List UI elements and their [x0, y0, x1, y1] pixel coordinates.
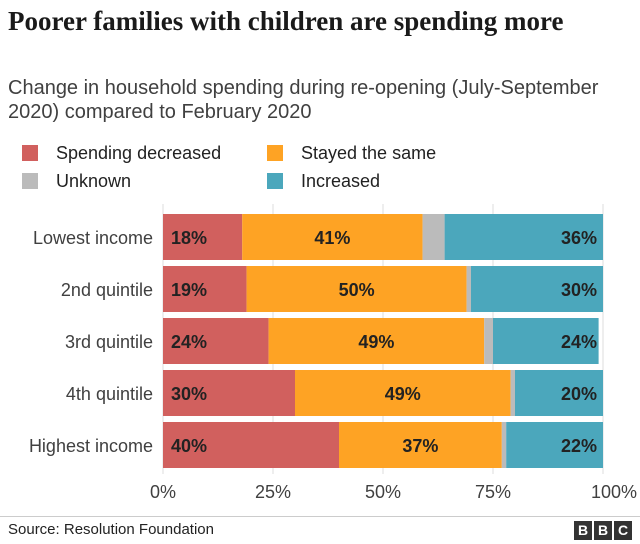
bar-segment [493, 318, 599, 364]
category-label: 4th quintile [66, 384, 153, 404]
category-label: Lowest income [33, 228, 153, 248]
data-label: 49% [358, 332, 394, 352]
bar-segment [163, 214, 243, 260]
legend-swatch-increased [267, 173, 283, 189]
bar-segment [466, 266, 471, 312]
bar-segment [295, 370, 511, 416]
x-tick-label: 25% [255, 482, 291, 502]
bar-segment [242, 214, 423, 260]
bar-segment [422, 214, 445, 260]
data-label: 24% [561, 332, 597, 352]
data-label: 49% [385, 384, 421, 404]
chart-subtitle: Change in household spending during re-o… [8, 77, 599, 123]
legend-swatch-unknown [22, 173, 38, 189]
legend-item-unknown: Unknown [22, 170, 131, 192]
x-tick-label: 75% [475, 482, 511, 502]
data-label: 19% [171, 280, 207, 300]
legend-label-same: Stayed the same [301, 142, 437, 163]
source-note: Source: Resolution Foundation [8, 521, 214, 538]
data-label: 40% [171, 436, 207, 456]
x-tick-label: 50% [365, 482, 401, 502]
legend-label-unknown: Unknown [56, 170, 132, 191]
category-label: 3rd quintile [65, 332, 153, 352]
data-label: 20% [561, 384, 597, 404]
data-label: 18% [171, 228, 207, 248]
x-tick-label: 100% [591, 482, 637, 502]
bar-segment [163, 318, 269, 364]
data-label: 30% [171, 384, 207, 404]
bar-segment [501, 422, 507, 468]
chart-title: Poorer families with children are spendi… [8, 6, 564, 36]
footer-divider [0, 516, 640, 517]
data-label: 22% [561, 436, 597, 456]
bar-segment [506, 422, 603, 468]
bar-segment [268, 318, 485, 364]
legend-label-increased: Increased [301, 170, 381, 191]
data-label: 30% [561, 280, 597, 300]
bbc-logo-letter: C [614, 521, 632, 540]
bar-segment [471, 266, 603, 312]
category-label: Highest income [29, 436, 153, 456]
data-label: 50% [339, 280, 375, 300]
legend-item-same: Stayed the same [267, 142, 436, 164]
legend-label-decreased: Spending decreased [56, 142, 222, 163]
data-label: 36% [561, 228, 597, 248]
bar-segment [510, 370, 515, 416]
bar-segment [484, 318, 493, 364]
legend-item-decreased: Spending decreased [22, 142, 221, 164]
bbc-logo-letter: B [594, 521, 612, 540]
x-tick-label: 0% [150, 482, 176, 502]
legend-swatch-same [267, 145, 283, 161]
bar-segment [163, 422, 339, 468]
bar-segment [163, 370, 295, 416]
legend-swatch-decreased [22, 145, 38, 161]
bar-segment [163, 266, 247, 312]
data-label: 24% [171, 332, 207, 352]
bar-segment [444, 214, 603, 260]
category-label: 2nd quintile [61, 280, 153, 300]
stacked-bar-chart: Lowest income 18% 41% 36% 2nd quintile 19% 50%… [29, 204, 637, 502]
data-label: 41% [314, 228, 350, 248]
bbc-logo: B B C [574, 521, 632, 540]
bar-segment [515, 370, 603, 416]
bar-segment [246, 266, 467, 312]
data-label: 37% [402, 436, 438, 456]
bar-segment [339, 422, 502, 468]
legend-item-increased: Increased [267, 170, 380, 192]
bbc-logo-letter: B [574, 521, 592, 540]
